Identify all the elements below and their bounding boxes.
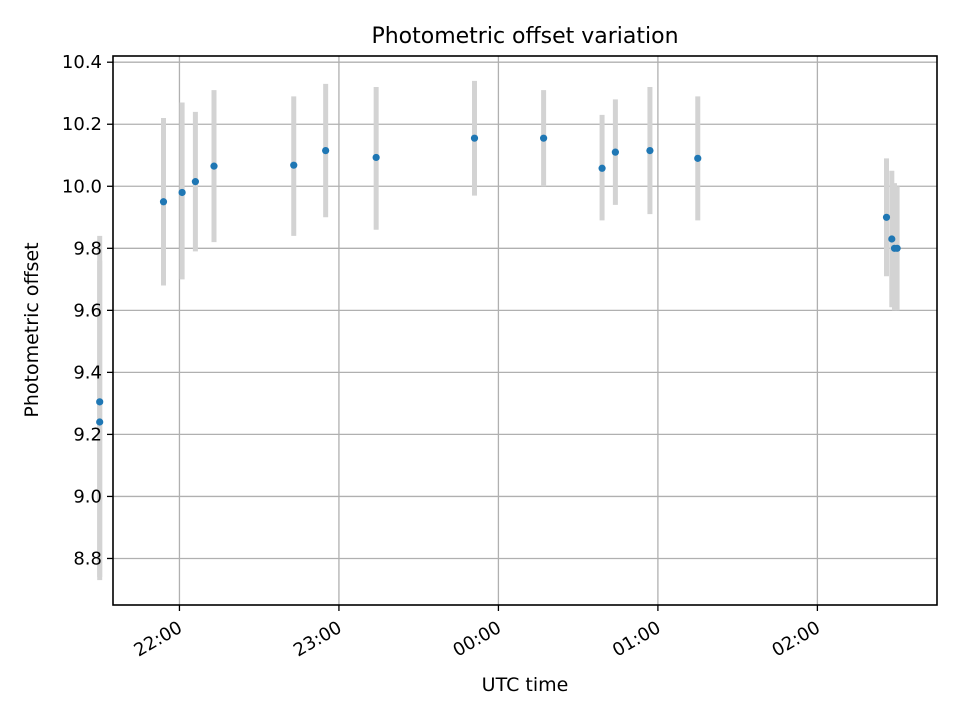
x-tick-label: 22:00	[131, 617, 186, 661]
y-tick-label: 9.6	[73, 300, 102, 321]
grid-lines	[113, 56, 937, 605]
y-tick-label: 8.8	[73, 548, 102, 569]
x-axis-label: UTC time	[482, 674, 569, 696]
data-point	[470, 134, 479, 142]
y-tick-label: 9.0	[73, 486, 102, 507]
y-axis-ticks: 8.8 9.0 9.2 9.4 9.6 9.8 10.0 10.2 10.4	[62, 52, 113, 569]
data-point	[694, 154, 702, 162]
data-point	[178, 188, 186, 197]
data-point	[290, 161, 298, 169]
y-tick-label: 10.2	[62, 114, 102, 135]
data-point	[888, 235, 896, 243]
x-tick-label: 00:00	[449, 617, 504, 661]
y-axis-label: Photometric offset	[21, 242, 43, 417]
data-point	[210, 162, 218, 170]
y-tick-label: 10.4	[62, 52, 102, 73]
y-tick-label: 9.8	[73, 238, 102, 259]
y-tick-label: 9.2	[73, 424, 102, 445]
x-tick-label: 01:00	[609, 617, 664, 661]
data-point	[96, 398, 104, 406]
x-tick-label: 02:00	[768, 617, 823, 661]
data-point	[372, 153, 380, 162]
data-point	[611, 148, 619, 156]
plot-frame	[112, 55, 938, 606]
x-tick-label: 23:00	[290, 617, 345, 661]
y-tick-label: 10.0	[62, 176, 102, 197]
data-points	[96, 134, 901, 426]
x-axis-ticks: 22:00 23:00 00:00 01:00 02:00	[131, 605, 824, 661]
data-point	[191, 178, 199, 186]
data-point	[893, 244, 901, 252]
data-point	[322, 147, 330, 155]
y-tick-label: 9.4	[73, 362, 102, 383]
data-point	[159, 198, 168, 206]
data-point	[598, 164, 606, 172]
data-point	[882, 213, 891, 221]
data-point	[540, 134, 548, 142]
chart-title: Photometric offset variation	[371, 24, 678, 49]
data-point	[646, 147, 654, 155]
data-point	[96, 418, 104, 426]
